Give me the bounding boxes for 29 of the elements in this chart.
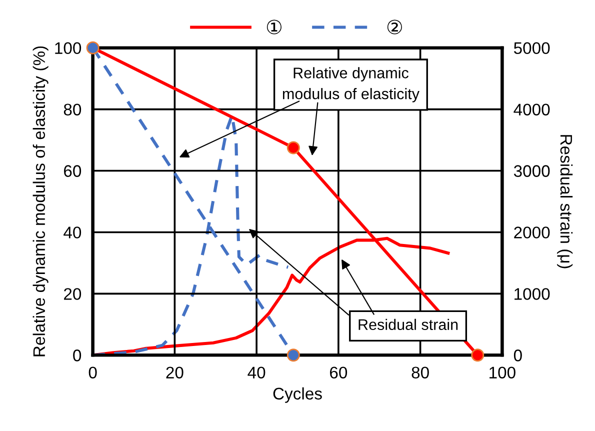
y-tick-label: 100: [55, 42, 82, 54]
y2-axis-title: Residual strain (μ): [557, 135, 573, 268]
y2-tick-label: 4000: [514, 104, 550, 116]
y2-tick-label: 3000: [514, 165, 550, 177]
annotation: Relative dynamic modulus of elasticity: [282, 67, 420, 102]
point: [286, 348, 300, 362]
y2-tick-label: 1000: [514, 288, 550, 300]
y-tick-label: 40: [64, 226, 82, 238]
legend-label: ①: [266, 20, 282, 34]
x-axis-title: Cycles: [273, 387, 322, 403]
y-tick-label: 0: [73, 350, 82, 362]
x-tick-label: 60: [330, 366, 348, 378]
legend-label: ②: [387, 20, 402, 34]
point: [286, 141, 300, 154]
y-tick-label: 80: [64, 104, 82, 116]
y2-tick-label: 2000: [514, 226, 550, 238]
point: [86, 41, 100, 54]
y2-tick-label: 5000: [514, 42, 550, 54]
x-tick-label: 40: [248, 366, 266, 378]
y-tick-label: 60: [64, 165, 82, 177]
x-tick-label: 80: [412, 366, 429, 378]
y-axis-title: Relative dynamic modulus of elasticity (%): [32, 46, 48, 356]
y-tick-label: 20: [64, 288, 82, 300]
y2-tick-label: 0: [514, 350, 522, 362]
annotation: Residual strain: [358, 318, 458, 330]
x-tick-label: 20: [166, 366, 184, 378]
x-tick-label: 100: [490, 366, 516, 378]
x-tick-label: 0: [88, 366, 97, 378]
point: [471, 348, 484, 362]
